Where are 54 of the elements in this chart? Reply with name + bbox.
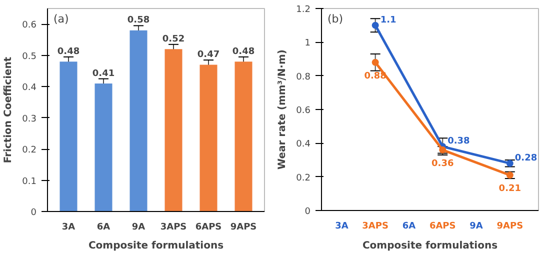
point [506, 160, 514, 167]
bar [94, 83, 112, 212]
bar [234, 62, 252, 212]
data-label: 0.38 [448, 136, 470, 147]
point [506, 172, 514, 179]
data-label: 0.48 [57, 46, 80, 57]
y-tick-label: 0.3 [22, 114, 37, 124]
x-axis-title: Composite formulations [362, 240, 498, 252]
y-tick-label: 0.5 [22, 52, 37, 62]
y-tick-label: 1.2 [296, 5, 311, 15]
data-label: 0.58 [127, 16, 150, 26]
point [439, 146, 446, 154]
annotation: (b) [328, 12, 344, 26]
y-tick-label: 0.6 [296, 106, 311, 116]
data-label: 1.1 [380, 15, 396, 26]
x-tick-label: 9APS [230, 222, 257, 232]
y-axis-title: Wear rate (mm³/N·m) [277, 50, 288, 170]
bar [60, 62, 78, 212]
x-tick-label: 3APS [362, 222, 388, 232]
y-tick-label: 1 [304, 38, 311, 49]
point [372, 58, 379, 66]
x-tick-label: 9A [470, 222, 483, 232]
x-tick-label: 6APS [429, 222, 456, 232]
data-label: 0.21 [498, 184, 522, 194]
data-label: 0.41 [92, 68, 115, 79]
data-label: 0.47 [197, 50, 220, 60]
x-axis-title: Composite formulations [88, 240, 224, 252]
y-tick-label: 0.2 [296, 173, 311, 184]
data-label: 0.36 [432, 158, 454, 169]
bar [164, 49, 182, 212]
data-label: 0.52 [162, 34, 185, 44]
x-tick-label: 6APS [195, 222, 222, 232]
data-label: 0.48 [232, 46, 255, 57]
bar [200, 64, 218, 212]
x-tick-label: 9A [132, 222, 146, 232]
y-tick-label: 0 [30, 208, 37, 218]
x-tick-label: 6A [402, 222, 416, 232]
y-tick-label: 0.8 [296, 72, 311, 82]
data-label: 0.28 [514, 153, 538, 164]
point [372, 22, 379, 29]
annotation: (a) [54, 12, 69, 26]
x-tick-label: 9APS [496, 222, 524, 232]
x-tick-label: 3APS [160, 222, 187, 232]
x-tick-label: 6A [96, 222, 110, 232]
bar [130, 30, 148, 212]
y-tick-label: 0.1 [22, 176, 37, 187]
y-tick-label: 0.2 [22, 146, 37, 156]
y-tick-label: 0.4 [22, 83, 37, 94]
y-tick-label: 0 [304, 207, 311, 217]
y-tick-label: 0.6 [22, 20, 37, 31]
y-axis-title: Friction Coefficient [3, 56, 14, 164]
x-tick-label: 3A [335, 222, 348, 232]
y-tick-label: 0.4 [296, 140, 311, 150]
x-tick-label: 3A [62, 222, 76, 232]
